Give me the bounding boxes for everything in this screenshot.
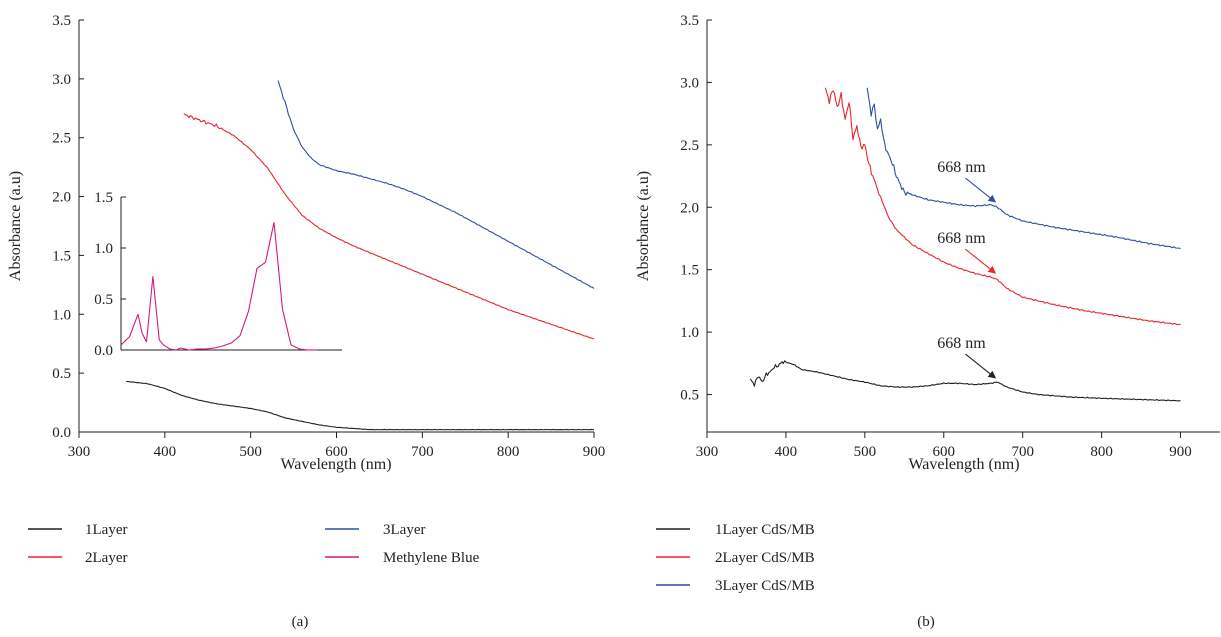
x-b-tick-label: 800 <box>1090 444 1113 460</box>
annotation-668nm-arrow <box>965 353 997 379</box>
x-axis-label-b: Wavelength (nm) <box>908 456 1019 473</box>
annotation-668nm-arrow <box>965 177 997 203</box>
y-a-tick-label: 0.0 <box>52 425 71 441</box>
x-b-tick-label: 500 <box>854 444 877 460</box>
y-a-tick-label: 1.0 <box>52 307 71 323</box>
legend-label-3layer: 3Layer <box>383 522 425 538</box>
annotation-668nm-label: 668 nm <box>937 159 986 176</box>
y-ticks-b: 0.5 1.0 1.5 2.0 2.5 3.0 3.5 <box>680 13 712 404</box>
x-ticks-a: 300 400 500 600 700 800 900 <box>68 432 606 460</box>
inset-y-tick-label: 0.5 <box>94 292 113 308</box>
x-a-tick-label: 400 <box>154 444 177 460</box>
inset-y-ticks: 0.0 0.5 1.0 1.5 <box>94 190 126 359</box>
y-a-tick-label: 2.5 <box>52 131 71 147</box>
legend-label-1layer-cds-mb: 1Layer CdS/MB <box>715 522 815 538</box>
annotations-b: 668 nm 668 nm 668 nm <box>937 159 997 379</box>
y-b-tick-label: 1.5 <box>680 263 699 279</box>
annotation-668nm-label: 668 nm <box>937 230 986 247</box>
inset-y-tick-label: 1.5 <box>94 190 113 206</box>
y-b-tick-label: 2.0 <box>680 200 699 216</box>
y-b-tick-label: 3.0 <box>680 75 699 91</box>
y-a-tick-label: 0.5 <box>52 366 71 382</box>
x-a-tick-label: 700 <box>411 444 434 460</box>
y-a-tick-label: 3.5 <box>52 13 71 29</box>
x-a-tick-label: 500 <box>239 444 262 460</box>
annotation-668nm-arrow <box>965 248 997 274</box>
series-3layer-line <box>277 80 595 289</box>
legend-a: 1Layer 2Layer 3Layer Methylene Blue <box>28 522 480 566</box>
series-2layer-cds-mb-line <box>824 87 1181 326</box>
chart-panel-b: 0.5 1.0 1.5 2.0 2.5 3.0 3.5 300 400 500 600 700 800… <box>635 13 1220 630</box>
plot-area-b <box>706 20 1220 433</box>
y-b-tick-label: 0.5 <box>680 388 699 404</box>
x-ticks-b: 300 400 500 600 700 800 900 <box>696 432 1192 460</box>
x-a-tick-label: 900 <box>583 444 606 460</box>
y-a-tick-label: 3.0 <box>52 72 71 88</box>
x-b-tick-label: 400 <box>775 444 798 460</box>
legend-label-2layer-cds-mb: 2Layer CdS/MB <box>715 550 815 566</box>
y-b-tick-label: 3.5 <box>680 13 699 29</box>
series-3layer-cds-mb-line <box>866 87 1181 250</box>
y-b-tick-label: 1.0 <box>680 325 699 341</box>
annotation-668nm-label: 668 nm <box>937 335 986 352</box>
y-a-tick-label: 2.0 <box>52 190 71 206</box>
legend-label-1layer: 1Layer <box>85 522 127 538</box>
series-methylene-blue-line <box>120 222 317 351</box>
inset-y-tick-label: 1.0 <box>94 241 113 257</box>
legend-label-2layer: 2Layer <box>85 550 127 566</box>
legend-label-3layer-cds-mb: 3Layer CdS/MB <box>715 578 815 594</box>
y-axis-label-a: Absorbance (a.u) <box>7 171 24 281</box>
series-2layer-line <box>183 113 595 340</box>
y-b-tick-label: 2.5 <box>680 138 699 154</box>
y-ticks-a: 0.0 0.5 1.0 1.5 2.0 2.5 3.0 3.5 <box>52 13 84 441</box>
inset-series-group <box>120 222 317 351</box>
series-group-b <box>749 87 1181 402</box>
y-axis-label-b: Absorbance (a.u) <box>635 171 652 281</box>
legend-b: 1Layer CdS/MB 2Layer CdS/MB 3Layer CdS/M… <box>656 522 815 594</box>
panel-label-a: (a) <box>292 614 309 630</box>
x-a-tick-label: 300 <box>68 444 91 460</box>
y-a-tick-label: 1.5 <box>52 248 71 264</box>
legend-label-methylene-blue: Methylene Blue <box>383 550 480 566</box>
series-group-a <box>126 80 595 431</box>
x-axis-label-a: Wavelength (nm) <box>280 456 391 473</box>
x-b-tick-label: 600 <box>933 444 956 460</box>
series-1layer-line <box>126 380 595 431</box>
plot-area-a <box>78 20 594 433</box>
x-b-tick-label: 300 <box>696 444 719 460</box>
panel-label-b: (b) <box>917 614 935 630</box>
x-a-tick-label: 600 <box>325 444 348 460</box>
x-b-tick-label: 900 <box>1169 444 1192 460</box>
inset-a: 0.0 0.5 1.0 1.5 <box>94 190 342 359</box>
series-1layer-cds-mb-line <box>749 360 1181 402</box>
chart-panel-a: 0.0 0.5 1.0 1.5 2.0 2.5 3.0 3.5 300 400 500 600 700… <box>7 13 605 630</box>
x-b-tick-label: 700 <box>1011 444 1034 460</box>
x-a-tick-label: 800 <box>497 444 520 460</box>
inset-y-tick-label: 0.0 <box>94 343 113 359</box>
